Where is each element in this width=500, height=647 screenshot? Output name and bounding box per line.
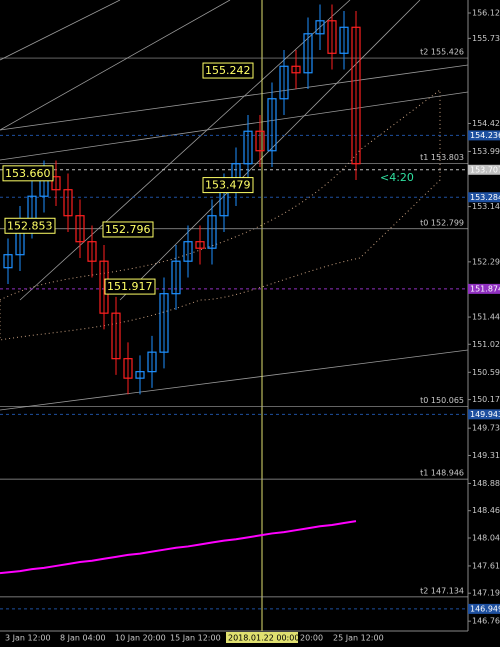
trend-line — [0, 349, 469, 411]
candle-body — [75, 215, 85, 243]
candle-body — [183, 241, 193, 262]
candle-body — [279, 65, 289, 100]
annotation-box — [202, 62, 254, 79]
price-box-label: 153.707 — [470, 165, 500, 174]
candle-body — [351, 26, 361, 165]
annotation-box — [2, 165, 54, 182]
cursor-date-box — [226, 632, 298, 643]
candle-body — [63, 189, 73, 217]
y-tick-label: 151.440 — [472, 313, 500, 322]
y-tick-label: 149.310 — [472, 451, 500, 460]
price-box — [468, 164, 500, 175]
price-box-label: 151.874 — [470, 284, 500, 293]
trend-line — [0, 64, 469, 131]
candle-body — [123, 358, 133, 379]
y-tick-label: 152.290 — [472, 257, 500, 266]
x-tick-label: 2018.01.22 00:00 — [228, 634, 299, 643]
x-tick-label: 20:00 — [300, 634, 323, 643]
candle-body — [315, 20, 325, 35]
annotation-label: 151.917 — [107, 280, 153, 293]
price-box — [468, 283, 500, 294]
trend-line — [0, 0, 231, 131]
y-tick-label: 148.040 — [472, 533, 500, 542]
candle-body — [3, 254, 13, 269]
moving-average — [0, 520, 357, 575]
y-tick-label: 155.730 — [472, 34, 500, 43]
annotation-box — [104, 278, 156, 295]
y-tick-label: 147.190 — [472, 589, 500, 598]
candle-body — [327, 20, 337, 54]
trend-line — [0, 91, 469, 161]
candle-body — [255, 130, 265, 152]
price-box — [468, 130, 500, 141]
price-box-label: 149.943 — [470, 410, 500, 419]
candle-body — [339, 26, 349, 54]
level-label: t1 148.946 — [420, 469, 464, 478]
candle-body — [207, 215, 217, 249]
candle-body — [111, 312, 121, 360]
price-box — [468, 192, 500, 203]
candle-body — [135, 371, 145, 379]
y-tick-label: 148.880 — [472, 479, 500, 488]
candle-body — [87, 241, 97, 262]
x-tick-label: 3 Jan 12:00 — [5, 634, 51, 643]
level-label: t2 147.134 — [420, 586, 464, 595]
y-tick-label: 153.140 — [472, 202, 500, 211]
y-tick-label: 151.021 — [472, 340, 500, 349]
level-label: t1 153.803 — [420, 153, 464, 162]
candle-body — [159, 293, 169, 353]
trend-line — [0, 0, 121, 61]
candle-body — [51, 176, 61, 191]
price-box-label: 146.949 — [470, 604, 500, 613]
y-tick-label: 154.420 — [472, 119, 500, 128]
price-box — [468, 409, 500, 420]
annotation-label: 152.796 — [105, 223, 151, 236]
annotation-label: 153.660 — [5, 167, 51, 180]
price-box — [468, 603, 500, 614]
price-box-label: 153.284 — [470, 193, 500, 202]
y-tick-label: 153.990 — [472, 147, 500, 156]
trend-lines — [0, 0, 469, 411]
y-tick-label: 147.610 — [472, 561, 500, 570]
candle-body — [195, 241, 205, 249]
y-tick-label: 149.730 — [472, 424, 500, 433]
annotation-box — [102, 221, 154, 238]
candle-body — [291, 65, 301, 74]
candle-body — [267, 98, 277, 152]
level-label: t0 152.799 — [420, 218, 464, 227]
level-label: t0 150.065 — [420, 396, 464, 405]
countdown-timer: <4:20 — [380, 171, 414, 184]
annotation-label: 155.242 — [205, 64, 251, 77]
annotation-box — [4, 217, 56, 234]
candle-body — [171, 260, 181, 295]
trend-line — [119, 0, 421, 301]
y-tick-label: 156.120 — [472, 8, 500, 17]
x-tick-label: 15 Jan 12:00 — [170, 634, 221, 643]
candle-body — [147, 351, 157, 373]
annotation-label: 152.853 — [7, 219, 53, 232]
price-box-label: 154.236 — [470, 131, 500, 140]
candle-body — [303, 33, 313, 74]
y-tick-label: 150.170 — [472, 395, 500, 404]
annotation-label: 153.479 — [205, 179, 251, 192]
x-tick-label: 25 Jan 12:00 — [333, 634, 384, 643]
level-label: t2 155.426 — [420, 48, 464, 57]
trend-line — [19, 0, 351, 301]
x-tick-label: 8 Jan 04:00 — [60, 634, 106, 643]
candle-body — [243, 130, 253, 165]
annotation-box — [202, 177, 254, 194]
y-tick-label: 146.760 — [472, 617, 500, 626]
y-tick-label: 150.590 — [472, 368, 500, 377]
x-tick-label: 10 Jan 20:00 — [115, 634, 166, 643]
y-tick-label: 148.460 — [472, 506, 500, 515]
